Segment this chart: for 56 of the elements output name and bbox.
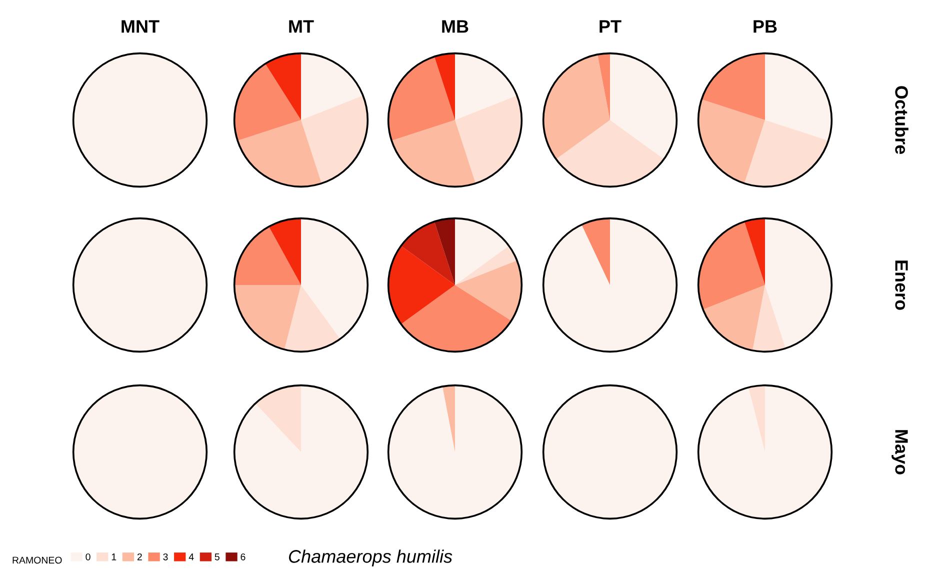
- pie-slice: [434, 53, 455, 120]
- pie-slice: [388, 56, 455, 141]
- pie-slice: [744, 120, 828, 187]
- pie-slice: [744, 218, 765, 285]
- legend-label: 2: [137, 553, 142, 560]
- pie-slice: [238, 120, 322, 187]
- pie-slice: [765, 218, 832, 348]
- pie-slice: [234, 64, 301, 141]
- chart-title: MNT: [122, 20, 160, 33]
- pie-slice: [455, 246, 517, 285]
- pie-slice: [698, 99, 765, 184]
- pie-slice: [610, 53, 677, 160]
- pie-slice: [401, 222, 455, 285]
- text: Chamaerops humilis: [288, 550, 452, 566]
- pie-slice: [598, 53, 610, 120]
- pie-slice: [434, 218, 455, 285]
- legend-title: RAMONEO: [12, 556, 62, 564]
- legend-label: 0: [86, 553, 90, 560]
- pie-slice: [401, 285, 512, 352]
- pie-slice: [748, 385, 765, 452]
- pie-slice: [702, 53, 765, 120]
- text: Octubre: [895, 86, 908, 154]
- chart-title: PB: [754, 20, 777, 33]
- pie-slice: [234, 226, 301, 285]
- pie-slice: [234, 285, 301, 350]
- pie-slice: [284, 285, 340, 352]
- legend-label: 4: [188, 554, 194, 560]
- pie-slice: [301, 53, 363, 120]
- pie-slice: [301, 218, 368, 339]
- pie-slice: [582, 218, 610, 285]
- text: Mayo: [892, 430, 908, 474]
- pie-slice: [543, 54, 610, 160]
- pie-slice: [752, 285, 786, 352]
- pie-slice: [455, 95, 522, 184]
- chart-title: MT: [289, 20, 314, 33]
- pie-slice: [268, 218, 301, 285]
- pie-slice: [698, 222, 765, 310]
- pie-slice: [455, 218, 509, 285]
- pie-slice: [455, 260, 522, 321]
- chart-title: PT: [600, 20, 622, 33]
- legend-label: 1: [112, 554, 116, 560]
- pie-slice: [455, 53, 517, 120]
- text: Enero: [895, 260, 908, 310]
- legend-label: 3: [163, 553, 168, 560]
- pie-slice: [556, 120, 664, 187]
- pie-slice: [392, 120, 476, 187]
- pie-slice: [388, 246, 455, 324]
- legend-label: 5: [214, 554, 220, 560]
- chart-title: MB: [442, 20, 468, 33]
- pie-slice: [442, 385, 455, 452]
- pie-slice: [765, 53, 832, 141]
- pie-slice: [255, 385, 301, 452]
- legend-label: 6: [240, 553, 246, 560]
- pie-slice: [703, 285, 765, 350]
- pie-slice: [265, 53, 301, 120]
- pie-slice: [301, 95, 368, 184]
